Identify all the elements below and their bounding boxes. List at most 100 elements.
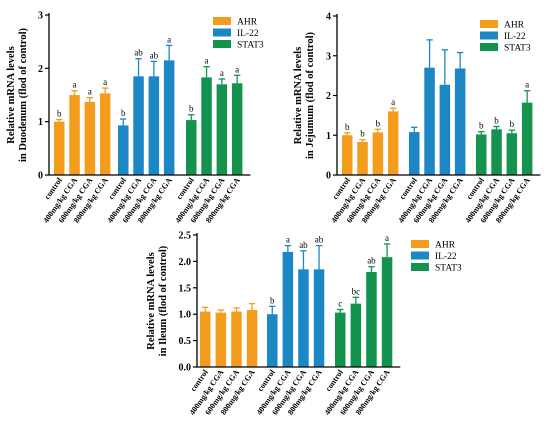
y-tick-label: 4 — [326, 12, 331, 23]
bar-il-22-2 — [282, 251, 294, 367]
bar-stat3-1 — [186, 120, 197, 175]
significance-letter: b — [57, 109, 62, 119]
bar-il-22-2 — [424, 67, 435, 175]
bar-il-22-3 — [439, 84, 451, 175]
significance-letter: a — [205, 56, 209, 66]
legend-label-ahr: AHR — [435, 241, 456, 251]
y-tick-label: 2 — [38, 64, 43, 75]
bar-ahr-3 — [231, 311, 242, 367]
legend-swatch-ahr — [411, 240, 429, 248]
significance-letter: a — [286, 235, 290, 245]
bar-ahr-2 — [215, 312, 227, 367]
legend-swatch-il-22 — [213, 28, 231, 37]
significance-letter: a — [525, 80, 529, 90]
y-tick-label: 2.0 — [179, 257, 192, 268]
bar-il-22-3 — [298, 269, 309, 367]
legend-swatch-stat3 — [213, 40, 231, 48]
bar-stat3-3 — [506, 133, 518, 175]
significance-letter: b — [345, 122, 350, 132]
legend-swatch-il-22 — [480, 31, 498, 40]
significance-letter: b — [494, 116, 499, 126]
legend-label-il-22: IL-22 — [435, 252, 457, 262]
significance-letter: ab — [134, 48, 143, 58]
y-axis-label-line-2: in Ileum (flod of control) — [158, 245, 169, 356]
bar-ahr-1 — [342, 135, 353, 175]
bar-il-22-1 — [409, 132, 420, 175]
significance-letter: a — [220, 68, 224, 78]
bar-stat3-1 — [335, 312, 346, 367]
significance-letter: b — [121, 108, 126, 118]
bar-stat3-4 — [231, 83, 243, 175]
bar-ahr-2 — [357, 142, 368, 175]
significance-letter: a — [385, 233, 389, 243]
legend-swatch-ahr — [480, 20, 498, 28]
bar-stat3-2 — [491, 129, 502, 175]
bar-il-22-4 — [454, 68, 466, 175]
bar-il-22-3 — [148, 76, 160, 175]
legend-label-stat3: STAT3 — [504, 44, 531, 54]
bar-il-22-2 — [133, 76, 144, 175]
significance-letter: b — [510, 119, 515, 129]
bar-il-22-1 — [118, 125, 129, 175]
significance-letter: bc — [352, 286, 361, 296]
y-tick-label: 2 — [326, 91, 331, 102]
bar-il-22-4 — [163, 60, 175, 176]
bar-ahr-3 — [372, 132, 384, 175]
legend-label-il-22: IL-22 — [237, 29, 259, 39]
y-axis-label: Relative mRNA levelsin Ileum (flod of co… — [146, 245, 169, 356]
legend-label-ahr: AHR — [504, 21, 525, 31]
y-axis-label-line-1: Relative mRNA levels — [146, 252, 157, 349]
legend-swatch-stat3 — [411, 263, 429, 271]
bar-ahr-4 — [99, 93, 111, 175]
y-axis-label-line-2: in Duodenum (flod of control) — [18, 28, 29, 162]
significance-letter: c — [338, 298, 342, 308]
y-tick-label: 1.5 — [179, 283, 192, 294]
y-tick-label: 1 — [38, 117, 43, 128]
bar-ahr-1 — [200, 311, 211, 367]
bar-stat3-2 — [201, 77, 212, 175]
y-tick-label: 3 — [326, 51, 331, 62]
bar-stat3-3 — [216, 84, 228, 175]
y-tick-label: 0 — [38, 171, 43, 182]
significance-letter: b — [479, 121, 484, 131]
significance-letter: a — [103, 77, 107, 87]
significance-letter: a — [73, 80, 77, 90]
legend-label-il-22: IL-22 — [504, 32, 526, 42]
significance-letter: ab — [150, 50, 159, 60]
significance-letter: b — [376, 118, 381, 128]
significance-letter: a — [88, 87, 92, 97]
y-tick-label: 2.5 — [179, 231, 192, 242]
bar-ahr-4 — [246, 309, 258, 367]
y-tick-label: 3 — [38, 11, 43, 22]
legend-label-stat3: STAT3 — [435, 264, 462, 274]
significance-letter: a — [167, 34, 171, 44]
bar-ahr-3 — [84, 101, 96, 175]
y-axis-label-line-1: Relative mRNA levels — [293, 47, 304, 144]
y-tick-label: 0.0 — [179, 363, 192, 374]
y-axis-label-line-1: Relative mRNA levels — [6, 46, 17, 143]
bar-stat3-4 — [381, 257, 393, 367]
legend-label-stat3: STAT3 — [237, 41, 264, 51]
bar-stat3-2 — [350, 303, 362, 367]
y-axis-label: Relative mRNA levelsin Duodenum (flod of… — [6, 28, 29, 162]
significance-letter: ab — [315, 235, 324, 245]
bar-il-22-1 — [267, 314, 278, 367]
y-tick-label: 1.0 — [179, 310, 192, 321]
significance-letter: b — [189, 104, 194, 114]
y-tick-label: 0.5 — [179, 336, 192, 347]
bar-ahr-1 — [54, 121, 65, 175]
bar-il-22-4 — [313, 269, 325, 367]
significance-letter: a — [391, 97, 395, 107]
significance-letter: b — [270, 295, 275, 305]
y-axis-label-line-2: in Jejumum (flod of control) — [305, 32, 316, 159]
bar-stat3-1 — [476, 134, 487, 175]
significance-letter: a — [235, 64, 239, 74]
significance-letter: ab — [367, 256, 376, 266]
legend-label-ahr: AHR — [237, 18, 258, 28]
bar-ahr-2 — [69, 95, 80, 175]
bar-stat3-4 — [521, 102, 533, 175]
bar-ahr-4 — [387, 111, 399, 175]
